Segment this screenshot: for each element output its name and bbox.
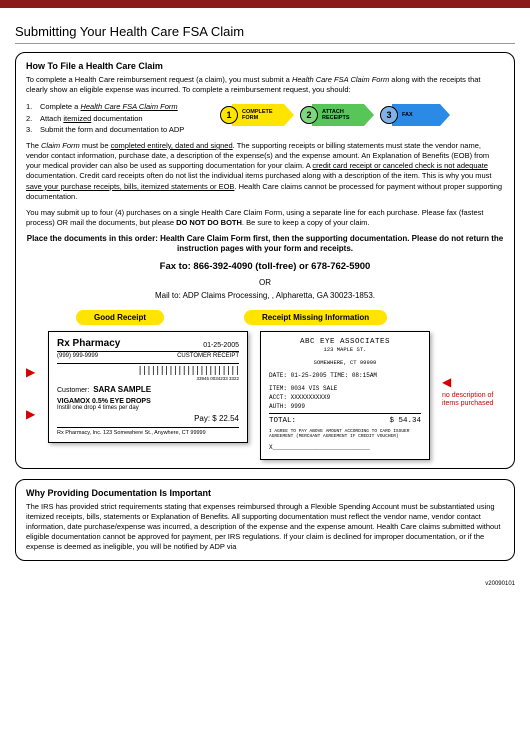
total-value: $ 54.34 bbox=[389, 417, 421, 425]
order-note: Place the documents in this order: Healt… bbox=[26, 234, 504, 255]
arrow-step-1: 1 COMPLETE FORM bbox=[220, 101, 294, 129]
section1-para3: You may submit up to four (4) purchases … bbox=[26, 208, 504, 228]
receipts-row: ▶ ▶ Rx Pharmacy 01-25-2005 (999) 999-999… bbox=[26, 331, 504, 460]
arrow-step-3: 3 FAX bbox=[380, 101, 450, 129]
mail-line: Mail to: ADP Claims Processing, , Alphar… bbox=[26, 291, 504, 300]
header-bar bbox=[0, 0, 530, 8]
rx-receipt-type: CUSTOMER RECEIPT bbox=[177, 353, 239, 359]
product-name: VIGAMOX 0.5% EYE DROPS bbox=[57, 398, 151, 405]
receipt-labels: Good Receipt Receipt Missing Information bbox=[26, 310, 504, 325]
arrow-label-2: ATTACH RECEIPTS bbox=[322, 109, 360, 121]
agreement-text: I AGREE TO PAY ABOVE AMOUNT ACCORDING TO… bbox=[269, 429, 421, 440]
page-title: Submitting Your Health Care FSA Claim bbox=[15, 18, 515, 43]
or-line: OR bbox=[26, 278, 504, 287]
arrow-body-3: FAX bbox=[392, 104, 440, 126]
arrow-step-2: 2 ATTACH RECEIPTS bbox=[300, 101, 374, 129]
pay-amount: Pay: $ 22.54 bbox=[57, 414, 239, 423]
merchant-addr2: SOMEWHERE, CT 99999 bbox=[269, 359, 421, 366]
arrow-point-2 bbox=[364, 104, 374, 126]
section2-body: The IRS has provided strict requirements… bbox=[26, 502, 504, 553]
section1-intro: To complete a Health Care reimbursement … bbox=[26, 75, 504, 95]
arrow-label-3: FAX bbox=[402, 112, 413, 118]
arrow-left-icon: ◀ bbox=[442, 376, 451, 388]
acct-line: ACCT: XXXXXXXXXX9 bbox=[269, 394, 421, 401]
bad-receipt-pointer: ◀ no description of items purchased bbox=[442, 331, 502, 409]
customer-label: Customer: bbox=[57, 387, 89, 394]
arrow-point-1 bbox=[284, 104, 294, 126]
step2-suffix: documentation bbox=[91, 114, 142, 123]
good-receipt-label: Good Receipt bbox=[76, 310, 164, 325]
arrow-diagram: 1 COMPLETE FORM 2 ATTACH RECEIPTS 3 FAX bbox=[220, 101, 450, 129]
bad-receipt-box: ABC EYE ASSOCIATES 123 MAPLE ST. SOMEWHE… bbox=[260, 331, 430, 460]
version-label: v20090101 bbox=[0, 581, 530, 587]
step2-prefix: Attach bbox=[40, 114, 63, 123]
steps-row: 1.Complete a Health Care FSA Claim Form … bbox=[26, 101, 504, 135]
product-directions: Instill one drop 4 times per day bbox=[57, 405, 239, 411]
arrow-right-icon: ▶ bbox=[26, 366, 36, 378]
bad-receipt-label: Receipt Missing Information bbox=[244, 310, 387, 325]
auth-line: AUTH: 9999 bbox=[269, 403, 421, 410]
merchant-addr1: 123 MAPLE ST. bbox=[269, 346, 421, 353]
rx-date: 01-25-2005 bbox=[203, 342, 239, 349]
section2-title: Why Providing Documentation Is Important bbox=[26, 488, 504, 498]
rx-address: Rx Pharmacy, Inc. 123 Somewhere St., Any… bbox=[57, 427, 239, 436]
rx-pharmacy-name: Rx Pharmacy bbox=[57, 338, 120, 349]
arrow-body-2: ATTACH RECEIPTS bbox=[312, 104, 364, 126]
section-how-to-file: How To File a Health Care Claim To compl… bbox=[15, 52, 515, 469]
fax-line: Fax to: 866-392-4090 (toll-free) or 678-… bbox=[26, 261, 504, 272]
signature-line: X___________________________ bbox=[269, 444, 421, 451]
title-divider bbox=[15, 43, 515, 44]
arrow-body-1: COMPLETE FORM bbox=[232, 104, 284, 126]
section1-para2: The Claim Form must be completed entirel… bbox=[26, 141, 504, 202]
numbered-steps: 1.Complete a Health Care FSA Claim Form … bbox=[26, 101, 206, 135]
customer-name: SARA SAMPLE bbox=[93, 385, 151, 394]
arrow-label-1: COMPLETE FORM bbox=[242, 109, 280, 121]
barcode-number: 33945 0034233 3322 bbox=[57, 376, 239, 381]
arrow-right-icon: ▶ bbox=[26, 408, 36, 420]
step3: Submit the form and documentation to ADP bbox=[40, 125, 184, 134]
section1-title: How To File a Health Care Claim bbox=[26, 61, 504, 71]
rx-phone: (999) 999-9999 bbox=[57, 353, 98, 359]
good-receipt-pointers: ▶ ▶ bbox=[26, 331, 36, 420]
step1-link: Health Care FSA Claim Form bbox=[80, 102, 177, 111]
step1-prefix: Complete a bbox=[40, 102, 80, 111]
page-content: Submitting Your Health Care FSA Claim Ho… bbox=[0, 8, 530, 581]
arrow-point-3 bbox=[440, 104, 450, 126]
no-description-note: no description of items purchased bbox=[442, 392, 502, 409]
date-time-line: DATE: 01-25-2005 TIME: 08:15AM bbox=[269, 372, 421, 379]
section-why-documentation: Why Providing Documentation Is Important… bbox=[15, 479, 515, 562]
step2-u: itemized bbox=[63, 114, 91, 123]
barcode-icon: ||||||||||||||||||||||| bbox=[57, 366, 239, 376]
good-receipt-box: Rx Pharmacy 01-25-2005 (999) 999-9999 CU… bbox=[48, 331, 248, 443]
total-label: TOTAL: bbox=[269, 417, 296, 425]
item-line: ITEM: 0034 VIS SALE bbox=[269, 385, 421, 392]
merchant-name: ABC EYE ASSOCIATES bbox=[269, 338, 421, 346]
